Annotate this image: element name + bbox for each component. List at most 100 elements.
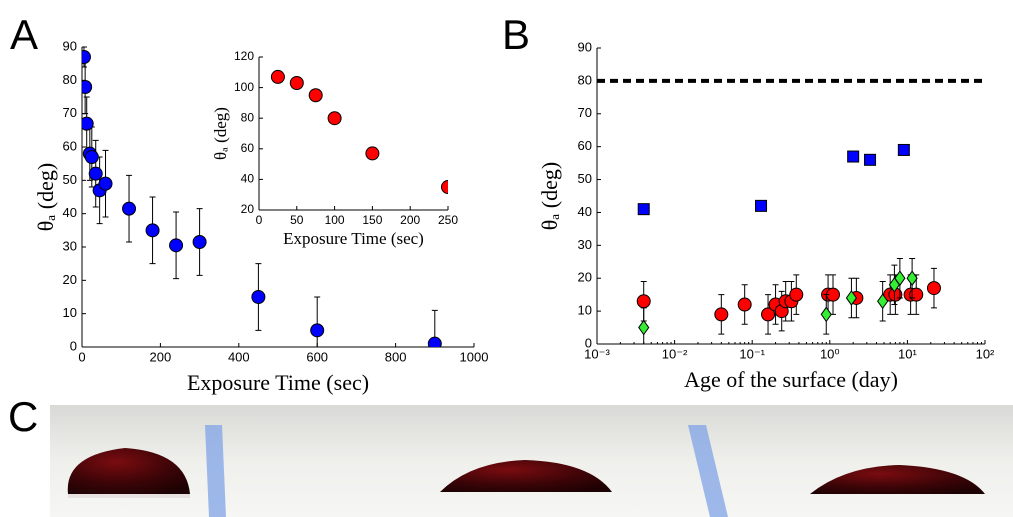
marker xyxy=(737,297,752,312)
x-axis-label: Exposure Time (sec) xyxy=(283,229,424,248)
plot-area xyxy=(82,46,442,347)
y-tick-label: 80 xyxy=(578,72,592,87)
y-tick-label: 60 xyxy=(578,138,592,153)
marker xyxy=(270,69,285,84)
droplet xyxy=(810,465,985,494)
x-tick-label: 10⁻³ xyxy=(584,346,610,361)
marker xyxy=(714,307,729,322)
marker xyxy=(84,150,99,164)
blue-stripe xyxy=(205,425,226,517)
marker xyxy=(894,270,906,287)
panel-letter: C xyxy=(8,393,38,440)
marker xyxy=(365,146,380,161)
marker xyxy=(169,238,184,253)
marker xyxy=(145,223,160,238)
x-tick-label: 1000 xyxy=(460,349,489,364)
plot-area xyxy=(636,143,941,344)
y-tick-label: 40 xyxy=(241,172,255,186)
marker xyxy=(289,76,304,91)
x-tick-label: 0 xyxy=(78,349,85,364)
photo: C xyxy=(8,393,1013,517)
chart: B 10⁻³ 10⁻² 10⁻¹ 10⁰ 10¹ 10² 0 10 20 30 40 50 60 70 80 9… xyxy=(502,11,995,392)
y-tick-label: 20 xyxy=(578,270,592,285)
x-tick-label: 10¹ xyxy=(898,346,917,361)
y-tick-label: 30 xyxy=(578,237,592,252)
y-tick-label: 90 xyxy=(578,39,592,54)
x-tick-label: 100 xyxy=(325,213,345,227)
marker xyxy=(310,323,325,338)
x-axis-label: Exposure Time (sec) xyxy=(187,370,369,395)
marker xyxy=(820,306,832,323)
x-tick-label: 10⁻¹ xyxy=(739,346,765,361)
y-tick-label: 0 xyxy=(585,335,592,350)
droplet xyxy=(67,448,190,494)
x-tick-label: 250 xyxy=(438,213,458,227)
y-tick-label: 10 xyxy=(63,305,77,320)
x-tick-label: 10⁰ xyxy=(820,346,840,361)
marker xyxy=(897,143,910,156)
x-tick-label: 150 xyxy=(362,213,382,227)
x-tick-label: 50 xyxy=(290,213,304,227)
marker xyxy=(327,111,342,126)
panel-letter: A xyxy=(10,11,38,58)
y-tick-label: 50 xyxy=(578,171,592,186)
x-tick-label: 600 xyxy=(306,349,328,364)
marker xyxy=(82,80,93,94)
plot-area xyxy=(270,69,448,195)
x-tick-label: 400 xyxy=(228,349,250,364)
y-tick-label: 100 xyxy=(234,80,254,94)
marker xyxy=(877,293,889,310)
y-tick-label: 120 xyxy=(234,49,254,63)
y-tick-label: 90 xyxy=(63,38,77,53)
marker xyxy=(441,180,448,195)
x-tick-label: 800 xyxy=(385,349,407,364)
y-axis-label: θₐ (deg) xyxy=(211,107,230,160)
x-tick-label: 0 xyxy=(256,213,263,227)
marker xyxy=(251,290,266,304)
x-tick-label: 10² xyxy=(976,346,995,361)
y-tick-label: 60 xyxy=(63,138,77,153)
marker xyxy=(789,287,804,302)
marker xyxy=(906,270,918,287)
y-tick-label: 70 xyxy=(578,105,592,120)
y-tick-label: 10 xyxy=(578,303,592,318)
y-tick-label: 40 xyxy=(63,205,77,220)
y-axis-label: θₐ (deg) xyxy=(33,163,58,231)
y-tick-label: 20 xyxy=(241,202,255,216)
y-tick-label: 80 xyxy=(241,110,255,124)
x-axis-label: Age of the surface (day) xyxy=(684,367,898,392)
marker xyxy=(192,235,207,249)
droplet-base xyxy=(68,494,190,498)
marker xyxy=(845,290,858,306)
marker xyxy=(926,281,941,296)
x-tick-label: 200 xyxy=(400,213,420,227)
x-tick-label: 200 xyxy=(150,349,172,364)
marker xyxy=(755,199,768,212)
y-tick-label: 50 xyxy=(63,172,77,187)
marker xyxy=(98,176,113,191)
marker xyxy=(638,319,650,336)
y-tick-label: 60 xyxy=(241,141,255,155)
x-tick-label: 10⁻² xyxy=(662,346,688,361)
marker xyxy=(864,153,877,166)
marker xyxy=(636,294,651,309)
y-tick-label: 30 xyxy=(63,238,77,253)
marker xyxy=(427,336,442,347)
chart: 0 50 100 150 200 250 20 40 60 80 100 120 Exposure Ti… xyxy=(211,49,458,248)
y-tick-label: 70 xyxy=(63,105,77,120)
y-tick-label: 80 xyxy=(63,72,77,87)
marker xyxy=(847,150,860,163)
marker xyxy=(308,88,323,103)
y-axis-label: θₐ (deg) xyxy=(537,162,562,230)
panel-letter: B xyxy=(502,11,530,58)
y-tick-label: 40 xyxy=(578,204,592,219)
marker xyxy=(122,201,137,216)
marker xyxy=(82,116,94,131)
marker xyxy=(88,166,103,181)
blue-stripe xyxy=(688,425,728,517)
marker xyxy=(82,50,91,64)
droplet xyxy=(440,460,612,492)
chart: A0 200 400 600 800 10000102030405060708090Exp… xyxy=(10,11,488,395)
y-tick-label: 0 xyxy=(70,338,77,353)
